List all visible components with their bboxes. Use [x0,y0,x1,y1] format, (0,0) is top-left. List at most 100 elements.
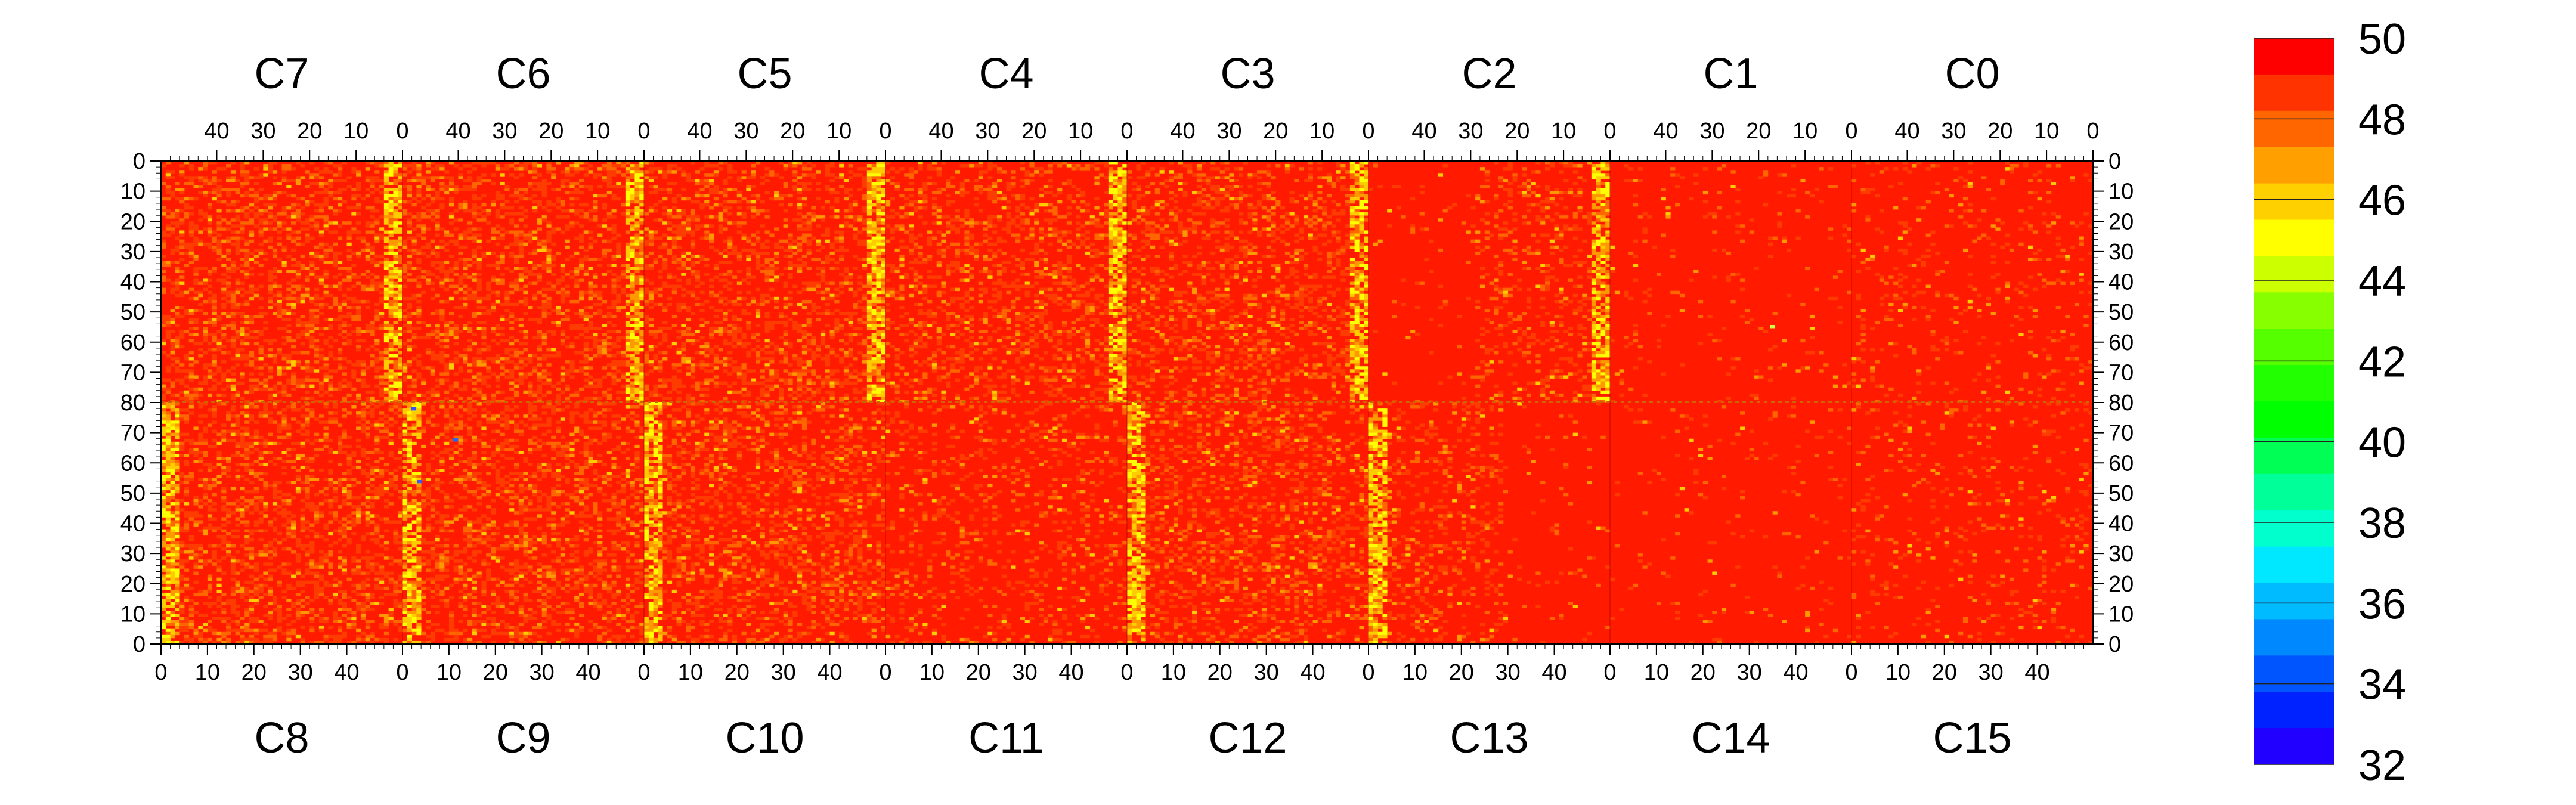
heatmap-cell [709,351,714,355]
heatmap-cell [374,287,380,292]
heatmap-cell [198,230,203,234]
heatmap-cell [458,278,463,282]
heatmap-cell [291,387,296,391]
heatmap-cell [866,224,872,228]
heatmap-cell [583,330,589,333]
heatmap-cell [314,287,320,292]
heatmap-cell [634,261,640,264]
heatmap-cell [769,173,775,177]
heatmap-cell [411,215,417,219]
heatmap-cell [732,221,738,225]
heatmap-cell [277,212,282,216]
heatmap-cell [342,302,347,306]
heatmap-cell [686,267,691,270]
heatmap-cell [774,299,779,304]
heatmap-cell [463,284,468,289]
heatmap-cell [616,336,621,340]
heatmap-cell [853,390,858,394]
heatmap-cell [541,342,547,346]
heatmap-cell [518,251,524,255]
heatmap-cell [523,348,528,352]
heatmap-cell [305,333,310,337]
heatmap-cell [857,242,863,246]
heatmap-cell [203,321,208,324]
heatmap-cell [212,336,217,340]
heatmap-cell [226,284,231,289]
heatmap-cell [523,372,528,376]
heatmap-cell [249,315,255,318]
heatmap-cell [500,363,505,367]
heatmap-cell [365,324,370,327]
heatmap-cell [537,242,543,246]
heatmap-cell [337,348,343,352]
heatmap-cell [625,167,631,171]
heatmap-cell [639,315,645,318]
heatmap-cell [639,267,645,270]
heatmap-cell [444,230,450,234]
heatmap-cell [383,321,389,324]
heatmap-cell [593,194,598,198]
heatmap-cell [839,230,844,234]
heatmap-cell [839,236,844,240]
heatmap-cell [876,236,881,240]
heatmap-cell [467,188,473,192]
heatmap-cell [764,261,770,264]
heatmap-cell [281,336,287,340]
heatmap-cell [727,170,733,174]
heatmap-cell [333,191,338,195]
heatmap-cell [504,309,510,312]
heatmap-cell [504,348,510,352]
heatmap-cell [476,212,482,216]
heatmap-cell [751,206,756,210]
heatmap-cell [866,194,872,198]
heatmap-cell [277,299,282,304]
heatmap-cell [523,390,528,394]
heatmap-cell [295,363,301,367]
heatmap-cell [286,302,292,306]
heatmap-cell [630,284,635,289]
heatmap-cell [630,375,635,379]
heatmap-cell [751,381,756,385]
heatmap-cell [578,309,584,312]
heatmap-cell [816,306,821,309]
heatmap-cell [212,324,217,327]
heatmap-cell [240,293,245,298]
heatmap-cell [370,245,375,249]
heatmap-cell [565,399,570,403]
heatmap-cell [333,179,338,182]
heatmap-cell [309,378,315,382]
heatmap-cell [755,209,761,213]
heatmap-cell [611,287,617,292]
heatmap-cell [690,230,696,234]
heatmap-cell [746,273,751,276]
heatmap-cell [881,348,886,352]
heatmap-cell [356,281,361,285]
heatmap-cell [374,275,380,279]
heatmap-cell [458,236,463,240]
heatmap-cell [736,224,742,228]
heatmap-cell [625,200,631,204]
heatmap-cell [346,339,352,343]
heatmap-cell [175,393,180,397]
heatmap-cell [625,345,631,349]
heatmap-cell [662,233,668,237]
heatmap-cell [541,218,547,222]
heatmap-cell [374,261,380,264]
heatmap-cell [671,375,677,379]
heatmap-cell [305,278,310,282]
heatmap-cell [616,164,621,168]
heatmap-cell [309,182,315,185]
heatmap-cell [421,236,426,240]
heatmap-cell [328,191,333,195]
heatmap-cell [444,378,450,382]
heatmap-cell [356,182,361,185]
heatmap-cell [881,179,886,182]
heatmap-cell [235,200,240,204]
heatmap-cell [398,360,403,364]
heatmap-cell [175,212,180,216]
heatmap-cell [741,378,747,382]
heatmap-cell [806,342,812,346]
heatmap-cell [616,284,621,289]
heatmap-cell [686,366,691,370]
heatmap-cell [300,197,305,201]
